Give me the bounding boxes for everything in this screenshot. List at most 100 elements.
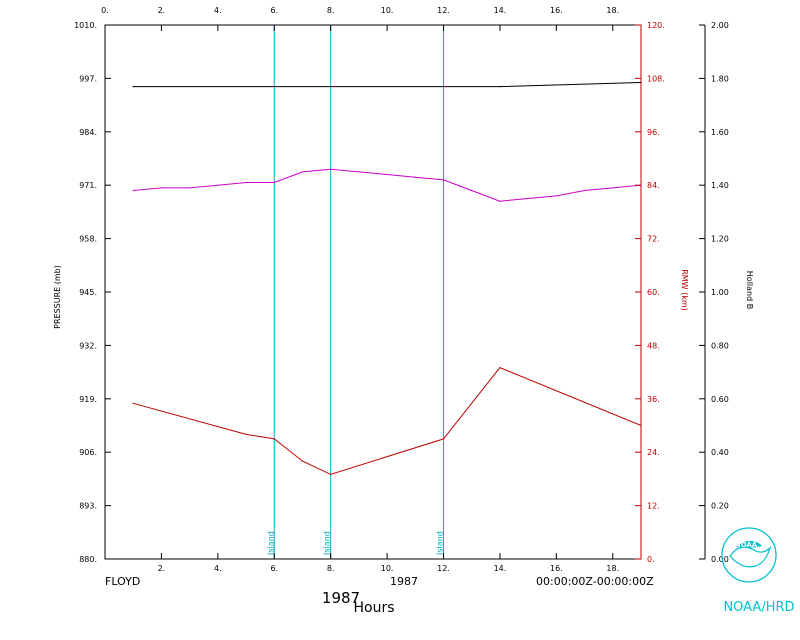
point-pressure — [499, 86, 501, 88]
y-right1-label: RMW (km) — [680, 269, 689, 311]
plot-frame — [104, 24, 706, 560]
x-tick-top-label: 4. — [214, 6, 222, 15]
point-holland — [583, 189, 586, 192]
x-tick-top-label: 14. — [494, 6, 507, 15]
y-right1-tick-label: 108. — [647, 74, 665, 83]
y-right1-tick-label: 0. — [647, 555, 655, 564]
y-right1-tick-label: 24. — [647, 448, 660, 457]
y-right2-tick-label: 1.80 — [711, 74, 729, 83]
y-left-tick-label: 932. — [79, 341, 97, 350]
y-right1-tick-label: 36. — [647, 395, 660, 404]
y-left-tick-label: 1010. — [74, 21, 97, 30]
series-line-rmw — [133, 366, 642, 475]
y-right2-tick-label: 1.00 — [711, 288, 729, 297]
point-holland — [471, 189, 473, 192]
point-holland — [132, 189, 134, 192]
point-holland — [301, 171, 304, 173]
island-annotations: Island Island Island — [266, 25, 445, 559]
plot-border — [104, 24, 642, 560]
point-holland — [245, 181, 247, 184]
y-right1-tick-label: 120. — [647, 21, 665, 30]
point-holland — [612, 187, 614, 189]
x-tick-bottom-label: 10. — [381, 564, 394, 573]
point-holland — [217, 184, 219, 186]
x-axis-label: Hours — [353, 600, 394, 616]
y-right1-tick-label: 96. — [647, 128, 660, 137]
x-tick-top-label: 16. — [550, 6, 563, 15]
y-right2-tick-label: 1.40 — [711, 181, 729, 190]
island-label: Island — [266, 531, 275, 555]
point-rmw — [245, 433, 247, 435]
y-right1-tick-label: 12. — [647, 502, 660, 511]
y-right2-tick-label: 1.60 — [711, 128, 729, 137]
y-left-tick-label: 919. — [79, 395, 97, 404]
point-rmw — [442, 438, 445, 440]
y-left-tick-label: 893. — [79, 502, 97, 511]
x-tick-top-label: 6. — [270, 6, 278, 15]
y-right2-tick-label: 2.00 — [711, 21, 729, 30]
point-rmw — [273, 438, 275, 440]
point-holland — [414, 176, 416, 178]
y-right2-tick-label: 1.20 — [711, 235, 729, 244]
y-left-label: PRESSURE (mb) — [53, 265, 62, 329]
y-right1-tick-label: 72. — [647, 235, 660, 244]
point-rmw — [640, 424, 642, 427]
series-line-pressure — [133, 82, 642, 88]
y-left-ticks: 880. 893. 906. 919. 932. 945. 958. 971. 984. 997.… — [74, 21, 111, 564]
x-tick-bottom-label: 4. — [214, 564, 222, 573]
point-rmw — [330, 473, 332, 476]
noaa-logo: NOAA NOAA/HRD — [721, 527, 795, 615]
point-rmw — [301, 460, 304, 462]
point-holland — [189, 187, 191, 189]
point-pressure — [132, 86, 134, 88]
point-holland — [330, 168, 332, 170]
year-large: 1987 — [322, 589, 360, 607]
point-holland — [555, 195, 557, 197]
y-right1-tick-label: 84. — [647, 181, 660, 190]
y-left-tick-label: 880. — [79, 555, 97, 564]
x-tick-bottom-label: 18. — [606, 564, 619, 573]
y-left-tick-label: 997. — [79, 74, 97, 83]
y-left-tick-label: 971. — [79, 181, 97, 190]
island-label: Island — [436, 531, 445, 555]
y-right2-tick-label: 0.40 — [711, 448, 729, 457]
point-rmw — [132, 402, 134, 404]
island-label: Island — [323, 531, 332, 555]
y-left-tick-label: 984. — [79, 128, 97, 137]
point-holland — [442, 179, 445, 181]
y-left-tick-label: 958. — [79, 235, 97, 244]
x-tick-top-label: 2. — [158, 6, 166, 15]
y-right-holland-ticks: 0.00 0.20 0.40 0.60 0.80 1.00 1.20 1.40 1.60 1.80… — [699, 21, 729, 564]
year-center: 1987 — [390, 575, 418, 588]
x-tick-bottom-label: 2. — [158, 564, 166, 573]
x-tick-bottom-label: 8. — [327, 564, 335, 573]
storm-name: FLOYD — [105, 575, 140, 588]
x-tick-top-label: 8. — [327, 6, 335, 15]
logo-text: NOAA/HRD — [723, 600, 794, 615]
point-holland — [499, 200, 501, 202]
series-layer — [132, 81, 642, 476]
x-tick-bottom-label: 12. — [437, 564, 450, 573]
y-right2-tick-label: 0.80 — [711, 341, 729, 350]
point-holland — [386, 173, 388, 176]
x-tick-top-label: 0. — [101, 6, 109, 15]
x-tick-top-label: 10. — [381, 6, 394, 15]
x-tick-bottom-label: 6. — [270, 564, 278, 573]
y-right1-tick-label: 48. — [647, 341, 660, 350]
x-tick-top-label: 12. — [437, 6, 450, 15]
time-range: 00:00:00Z-00:00:00Z — [536, 575, 654, 588]
x-ticks-bottom: 2. 4. 6. 8. 10. 12. 14. 16. 18. — [158, 553, 619, 573]
point-holland — [358, 171, 360, 173]
y-right2-label: Holland B — [745, 271, 754, 309]
y-right2-tick-label: 0.00 — [711, 555, 729, 564]
y-right2-tick-label: 0.20 — [711, 502, 729, 511]
noaa-emblem-text: NOAA — [735, 541, 758, 549]
point-pressure — [640, 81, 642, 84]
point-holland — [160, 187, 163, 189]
point-holland — [527, 197, 529, 200]
y-right2-tick-label: 0.60 — [711, 395, 729, 404]
y-left-tick-label: 945. — [79, 288, 97, 297]
point-holland — [273, 181, 275, 184]
x-tick-bottom-label: 14. — [494, 564, 507, 573]
